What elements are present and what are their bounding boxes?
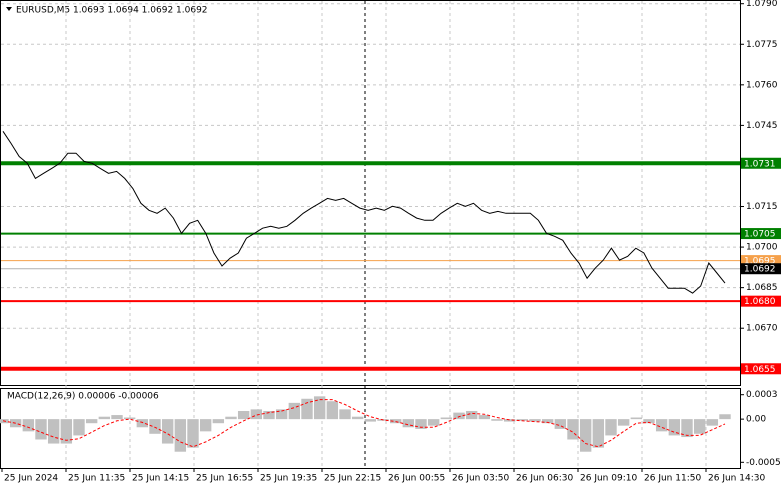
macd-bar — [47, 419, 60, 444]
x-tick-label: 25 Jun 16:55 — [196, 474, 253, 484]
y-tick-label: 1.0700 — [746, 243, 778, 253]
y-tick-label: 1.0685 — [746, 283, 778, 293]
macd-bar — [630, 417, 643, 420]
y-tick-label: 1.0745 — [746, 121, 778, 131]
macd-bar — [453, 412, 465, 420]
macd-bar — [693, 419, 706, 434]
macd-bar — [187, 419, 199, 448]
x-tick-label: 26 Jun 00:55 — [388, 474, 445, 484]
macd-bar — [212, 419, 225, 424]
macd-bar — [111, 415, 123, 420]
chart-title: EURUSD,M5 1.0693 1.0694 1.0692 1.0692 — [16, 6, 208, 16]
macd-bar — [364, 419, 377, 422]
macd-bar — [301, 398, 313, 420]
macd-bar — [237, 410, 250, 420]
macd-bar — [655, 419, 668, 432]
macd-frame — [0, 388, 741, 469]
macd-bar — [554, 419, 567, 429]
macd-bar — [579, 419, 592, 452]
macd-bar — [275, 409, 288, 420]
macd-bar — [516, 419, 529, 421]
macd-bar — [668, 419, 681, 436]
y-tick-label: 1.0790 — [746, 0, 778, 9]
macd-bar — [719, 414, 731, 420]
level-label-box — [741, 363, 781, 375]
macd-bar — [250, 409, 263, 420]
macd-bar — [541, 419, 554, 424]
macd-bar — [415, 419, 427, 429]
macd-bar — [592, 419, 605, 448]
macd-bar — [503, 419, 516, 422]
y-tick-label: 1.0760 — [746, 80, 778, 90]
y-tick-label: 0.00 — [746, 415, 766, 425]
x-tick-label: 25 Jun 22:15 — [324, 474, 381, 484]
macd-bar — [73, 419, 85, 436]
macd-bar — [339, 409, 351, 420]
x-tick-label: 26 Jun 11:50 — [644, 474, 701, 484]
level-label: 1.0680 — [744, 297, 776, 307]
macd-bar — [440, 417, 453, 420]
x-tick-label: 25 Jun 14:15 — [132, 474, 189, 484]
macd-bar — [225, 416, 237, 420]
macd-bar — [136, 419, 149, 428]
macd-bar — [85, 419, 98, 424]
macd-bar — [35, 419, 47, 440]
macd-bar — [567, 419, 579, 440]
level-label: 1.0655 — [744, 365, 776, 375]
signal-line — [2, 399, 726, 448]
x-tick-label: 26 Jun 06:30 — [516, 474, 573, 484]
macd-bar — [313, 396, 326, 420]
macd-bar — [427, 419, 440, 426]
x-tick-label: 26 Jun 14:30 — [708, 474, 765, 484]
macd-bar — [351, 416, 364, 420]
macd-bar — [199, 419, 212, 432]
x-tick-label: 26 Jun 03:50 — [452, 474, 509, 484]
x-tick-label: 26 Jun 09:10 — [580, 474, 637, 484]
level-label: 1.0705 — [744, 230, 776, 240]
menu-arrow — [6, 7, 12, 11]
macd-bar — [263, 410, 275, 420]
macd-bar — [161, 419, 174, 444]
price-line — [2, 131, 726, 294]
y-tick-label: 1.0775 — [746, 40, 778, 50]
macd-bar — [617, 419, 630, 426]
y-tick-label: -0.00053 — [746, 458, 781, 468]
macd-bar — [98, 416, 111, 420]
macd-bar — [123, 417, 136, 420]
macd-bar — [22, 419, 35, 432]
level-label-box — [741, 255, 781, 267]
macd-bar — [465, 410, 478, 420]
macd-bar — [478, 415, 491, 420]
x-tick-label: 25 Jun 11:35 — [68, 474, 125, 484]
x-tick-label: 25 Jun 19:35 — [260, 474, 317, 484]
macd-bar — [681, 419, 693, 438]
level-label: 1.0731 — [744, 159, 776, 169]
level-label-box — [741, 295, 781, 307]
level-label-box — [741, 157, 781, 169]
main-frame — [0, 0, 741, 386]
macd-bar — [288, 402, 301, 420]
macd-bar — [60, 419, 73, 444]
level-label: 1.0692 — [744, 265, 776, 275]
y-tick-label: 1.0670 — [746, 324, 778, 334]
x-tick-label: 25 Jun 2024 — [4, 474, 58, 484]
macd-bar — [491, 419, 503, 421]
y-tick-label: 0.0003 — [746, 390, 778, 400]
level-label: 1.0695 — [744, 257, 776, 267]
macd-bar — [643, 419, 655, 424]
macd-bar — [149, 419, 161, 434]
macd-bar — [326, 401, 339, 420]
macd-title: MACD(12,26,9) 0.00006 -0.00006 — [7, 392, 159, 402]
macd-bar — [706, 419, 719, 426]
macd-bar — [605, 419, 617, 436]
level-label-box — [741, 263, 781, 275]
y-tick-label: 1.0715 — [746, 202, 778, 212]
macd-bar — [529, 419, 541, 422]
level-label-box — [741, 228, 781, 240]
macd-bar — [402, 419, 415, 428]
macd-bar — [174, 419, 187, 452]
